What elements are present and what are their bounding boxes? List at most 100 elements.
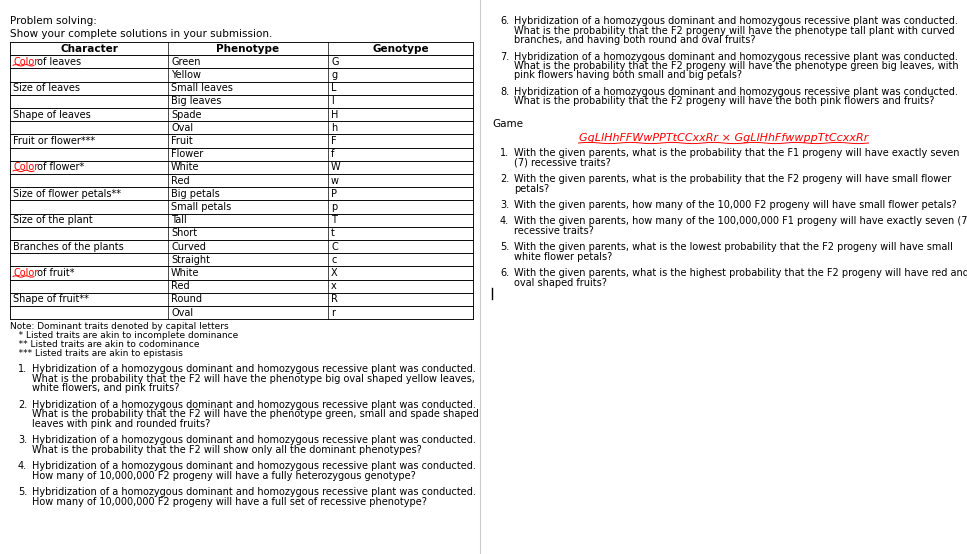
Text: Tall: Tall bbox=[171, 215, 187, 225]
Bar bbox=[10, 214, 473, 227]
Text: 6.: 6. bbox=[500, 16, 509, 26]
Text: ** Listed traits are akin to codominance: ** Listed traits are akin to codominance bbox=[10, 340, 199, 349]
Text: Phenotype: Phenotype bbox=[217, 44, 279, 54]
Text: Game: Game bbox=[492, 119, 523, 129]
Text: Shape of fruit**: Shape of fruit** bbox=[13, 294, 89, 304]
Text: How many of 10,000,000 F2 progeny will have a full set of recessive phenotype?: How many of 10,000,000 F2 progeny will h… bbox=[32, 497, 426, 507]
Text: 4.: 4. bbox=[500, 217, 509, 227]
Text: 7.: 7. bbox=[500, 52, 510, 61]
Text: Oval: Oval bbox=[171, 307, 193, 317]
Text: r: r bbox=[331, 307, 335, 317]
Text: Hybridization of a homozygous dominant and homozygous recessive plant was conduc: Hybridization of a homozygous dominant a… bbox=[514, 52, 958, 61]
Text: Hybridization of a homozygous dominant and homozygous recessive plant was conduc: Hybridization of a homozygous dominant a… bbox=[32, 487, 476, 497]
Text: Hybridization of a homozygous dominant and homozygous recessive plant was conduc: Hybridization of a homozygous dominant a… bbox=[32, 435, 476, 445]
Text: C: C bbox=[331, 242, 337, 252]
Text: Straight: Straight bbox=[171, 255, 210, 265]
Text: Green: Green bbox=[171, 57, 200, 67]
Text: Big petals: Big petals bbox=[171, 189, 220, 199]
Text: Spade: Spade bbox=[171, 110, 201, 120]
Text: Red: Red bbox=[171, 176, 190, 186]
Text: Short: Short bbox=[171, 228, 197, 238]
Text: Fruit or flower***: Fruit or flower*** bbox=[13, 136, 95, 146]
Text: (7) recessive traits?: (7) recessive traits? bbox=[514, 157, 611, 167]
Bar bbox=[10, 42, 473, 55]
Text: What is the probability that the F2 will have the phenotype big oval shaped yell: What is the probability that the F2 will… bbox=[32, 374, 475, 384]
Text: oval shaped fruits?: oval shaped fruits? bbox=[514, 278, 607, 288]
Bar bbox=[10, 293, 473, 306]
Text: 4.: 4. bbox=[18, 461, 27, 471]
Text: Size of flower petals**: Size of flower petals** bbox=[13, 189, 121, 199]
Text: Shape of leaves: Shape of leaves bbox=[13, 110, 91, 120]
Text: of fruit*: of fruit* bbox=[34, 268, 74, 278]
Text: W: W bbox=[331, 162, 340, 172]
Text: Hybridization of a homozygous dominant and homozygous recessive plant was conduc: Hybridization of a homozygous dominant a… bbox=[514, 87, 958, 97]
Text: 2.: 2. bbox=[500, 174, 510, 184]
Bar bbox=[10, 147, 473, 161]
Text: Red: Red bbox=[171, 281, 190, 291]
Text: R: R bbox=[331, 294, 337, 304]
Text: L: L bbox=[331, 83, 337, 93]
Text: H: H bbox=[331, 110, 338, 120]
Text: t: t bbox=[331, 228, 335, 238]
Text: g: g bbox=[331, 70, 337, 80]
Text: leaves with pink and rounded fruits?: leaves with pink and rounded fruits? bbox=[32, 419, 210, 429]
Text: How many of 10,000,000 F2 progeny will have a fully heterozygous genotype?: How many of 10,000,000 F2 progeny will h… bbox=[32, 471, 416, 481]
Bar bbox=[10, 81, 473, 95]
Text: h: h bbox=[331, 123, 337, 133]
Text: Curved: Curved bbox=[171, 242, 206, 252]
Text: Size of the plant: Size of the plant bbox=[13, 215, 93, 225]
Text: What is the probability that the F2 will show only all the dominant phenotypes?: What is the probability that the F2 will… bbox=[32, 445, 422, 455]
Text: Round: Round bbox=[171, 294, 202, 304]
Text: Note: Dominant traits denoted by capital letters: Note: Dominant traits denoted by capital… bbox=[10, 322, 228, 331]
Bar bbox=[10, 201, 473, 214]
Bar bbox=[10, 227, 473, 240]
Text: 5.: 5. bbox=[500, 243, 510, 253]
Text: p: p bbox=[331, 202, 337, 212]
Text: 6.: 6. bbox=[500, 269, 509, 279]
Text: T: T bbox=[331, 215, 337, 225]
Text: White: White bbox=[171, 162, 199, 172]
Text: c: c bbox=[331, 255, 337, 265]
Text: What is the probability that the F2 progeny will have the phenotype tall plant w: What is the probability that the F2 prog… bbox=[514, 25, 954, 35]
Bar bbox=[10, 121, 473, 135]
Text: Hybridization of a homozygous dominant and homozygous recessive plant was conduc: Hybridization of a homozygous dominant a… bbox=[32, 461, 476, 471]
Text: of leaves: of leaves bbox=[34, 57, 81, 67]
Text: Character: Character bbox=[60, 44, 118, 54]
Text: Yellow: Yellow bbox=[171, 70, 201, 80]
Text: white flower petals?: white flower petals? bbox=[514, 252, 612, 262]
Text: Problem solving:: Problem solving: bbox=[10, 16, 97, 26]
Text: X: X bbox=[331, 268, 337, 278]
Text: Big leaves: Big leaves bbox=[171, 96, 221, 106]
Bar bbox=[10, 95, 473, 108]
Text: white flowers, and pink fruits?: white flowers, and pink fruits? bbox=[32, 383, 179, 393]
Text: branches, and having both round and oval fruits?: branches, and having both round and oval… bbox=[514, 35, 755, 45]
Text: Color: Color bbox=[13, 268, 39, 278]
Text: * Listed traits are akin to incomplete dominance: * Listed traits are akin to incomplete d… bbox=[10, 331, 238, 340]
Text: 3.: 3. bbox=[18, 435, 27, 445]
Text: 5.: 5. bbox=[18, 487, 27, 497]
Text: 2.: 2. bbox=[18, 399, 27, 410]
Text: Small petals: Small petals bbox=[171, 202, 231, 212]
Text: With the given parents, what is the probability that the F1 progeny will have ex: With the given parents, what is the prob… bbox=[514, 148, 959, 158]
Text: White: White bbox=[171, 268, 199, 278]
Text: of flower*: of flower* bbox=[34, 162, 84, 172]
Bar bbox=[10, 108, 473, 121]
Text: 8.: 8. bbox=[500, 87, 509, 97]
Bar bbox=[10, 135, 473, 147]
Text: f: f bbox=[331, 149, 335, 159]
Text: With the given parents, how many of the 100,000,000 F1 progeny will have exactly: With the given parents, how many of the … bbox=[514, 217, 967, 227]
Text: l: l bbox=[331, 96, 334, 106]
Text: Show your complete solutions in your submission.: Show your complete solutions in your sub… bbox=[10, 29, 273, 39]
Text: Fruit: Fruit bbox=[171, 136, 192, 146]
Text: Hybridization of a homozygous dominant and homozygous recessive plant was conduc: Hybridization of a homozygous dominant a… bbox=[32, 364, 476, 374]
Bar bbox=[10, 266, 473, 280]
Text: recessive traits?: recessive traits? bbox=[514, 226, 594, 236]
Bar bbox=[10, 253, 473, 266]
Bar bbox=[10, 174, 473, 187]
Text: x: x bbox=[331, 281, 337, 291]
Text: With the given parents, what is the highest probability that the F2 progeny will: With the given parents, what is the high… bbox=[514, 269, 967, 279]
Text: What is the probability that the F2 will have the phenotype green, small and spa: What is the probability that the F2 will… bbox=[32, 409, 479, 419]
Bar bbox=[10, 55, 473, 68]
Text: w: w bbox=[331, 176, 339, 186]
Text: Size of leaves: Size of leaves bbox=[13, 83, 80, 93]
